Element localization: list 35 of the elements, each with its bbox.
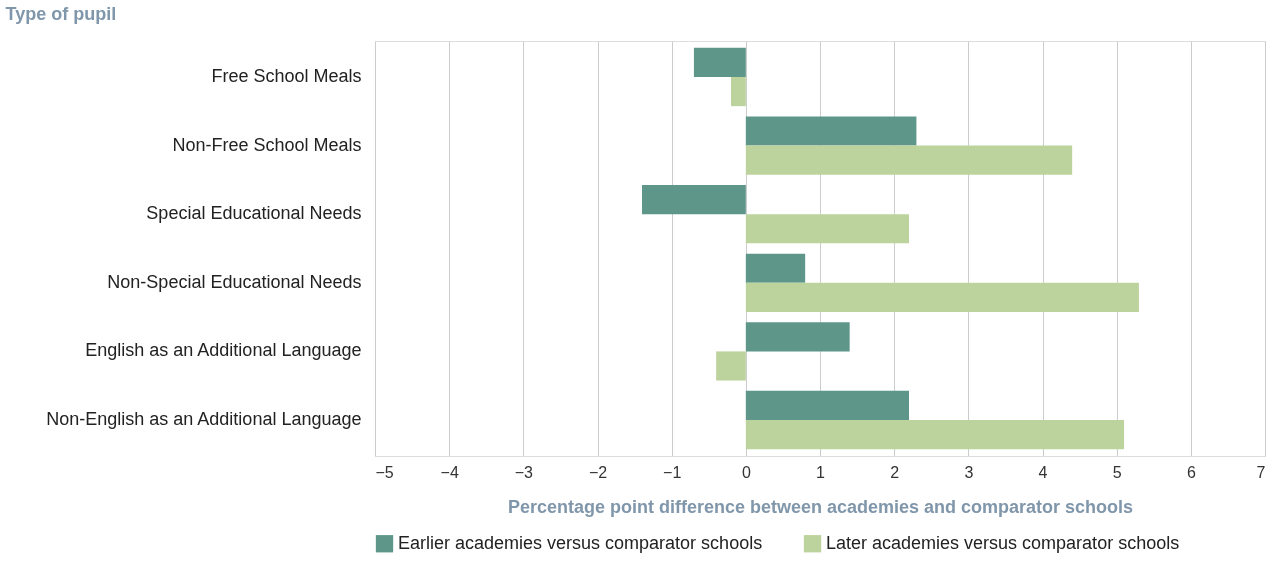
x-tick-label: 4 (1038, 463, 1048, 481)
bar (693, 47, 746, 78)
legend-label: Earlier academies versus comparator schools (398, 532, 763, 553)
bar (716, 351, 746, 381)
y-tick-label: English as an Additional Language (85, 340, 362, 361)
y-tick-label: Non-Free School Meals (172, 134, 362, 155)
x-tick-label: 3 (964, 463, 974, 481)
x-tick-label: −1 (663, 463, 682, 481)
x-tick-label: 2 (890, 463, 900, 481)
bar (745, 145, 1073, 175)
bar (745, 253, 806, 283)
x-axis-title: Percentage point difference between academies and comparator schools (507, 496, 1134, 517)
bar (745, 390, 909, 420)
legend-label: Later academies versus comparator schools (826, 532, 1180, 553)
bar (745, 282, 1139, 312)
x-tick-label: 5 (1112, 463, 1122, 481)
x-tick-label: 0 (741, 463, 751, 481)
y-tick-label: Non-Special Educational Needs (107, 271, 362, 292)
bar (745, 322, 850, 352)
y-tick-label: Special Educational Needs (146, 203, 362, 224)
bar (745, 419, 1125, 450)
y-tick-label: Free School Meals (211, 66, 362, 87)
bar (745, 214, 909, 244)
bar (642, 185, 746, 215)
y-axis-title: Type of pupil (5, 3, 117, 24)
bar (731, 77, 746, 107)
x-tick-label: −3 (514, 463, 534, 481)
x-tick-label: 1 (816, 463, 826, 481)
y-tick-label: Non-English as an Additional Language (46, 408, 362, 429)
x-tick-label: 6 (1186, 463, 1196, 481)
x-tick-label: 7 (1256, 463, 1266, 481)
x-tick-label: −5 (375, 463, 394, 481)
bar (745, 116, 917, 146)
x-tick-label: −2 (588, 463, 608, 481)
x-tick-label: −4 (440, 463, 459, 481)
